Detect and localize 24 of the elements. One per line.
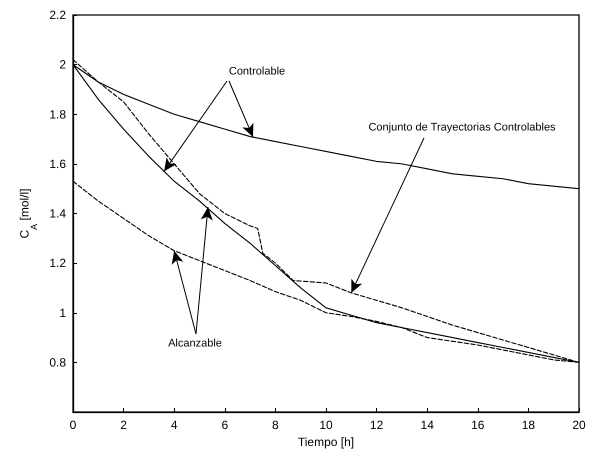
- x-tick-label: 8: [272, 418, 280, 432]
- x-tick-label: 10: [319, 418, 333, 432]
- x-axis-title: Tiempo [h]: [298, 435, 354, 449]
- x-tick-label: 2: [120, 418, 128, 432]
- y-tick-label: 2.2: [49, 8, 66, 22]
- y-tick-label: 0.8: [49, 355, 66, 370]
- y-tick-label: 1.6: [49, 156, 66, 171]
- annotation: Conjunto de Trayectorias Controlables: [368, 122, 556, 134]
- y-axis-title: CA [mol/l]: [17, 188, 39, 239]
- x-tick-label: 12: [370, 418, 384, 432]
- y-tick-label: 1: [59, 306, 66, 320]
- y-tick-label: 1.2: [49, 256, 66, 270]
- y-tick-label: 1.4: [49, 206, 66, 220]
- x-tick-label: 20: [572, 418, 586, 432]
- x-tick-label: 16: [471, 418, 485, 432]
- y-tick-label: 1.8: [49, 107, 66, 122]
- x-tick-label: 14: [420, 418, 434, 432]
- annotation: Alcanzable: [168, 338, 222, 350]
- x-tick-label: 0: [70, 418, 77, 432]
- x-tick-label: 4: [170, 418, 178, 432]
- x-tick-label: 6: [221, 418, 228, 432]
- x-tick-label: 18: [522, 418, 536, 432]
- y-tick-label: 2: [59, 58, 66, 72]
- annotation: Controlable: [228, 66, 286, 78]
